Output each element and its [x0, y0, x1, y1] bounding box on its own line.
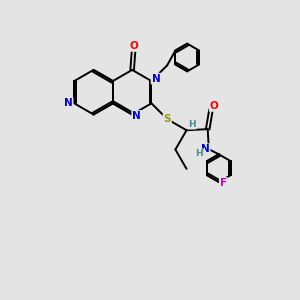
Text: N: N — [201, 144, 210, 154]
Text: O: O — [210, 101, 218, 111]
Text: N: N — [152, 74, 160, 84]
Text: S: S — [164, 114, 171, 124]
Text: O: O — [129, 41, 138, 51]
Text: N: N — [132, 111, 141, 121]
Text: H: H — [196, 149, 203, 158]
Text: F: F — [220, 178, 227, 188]
Text: H: H — [188, 120, 196, 129]
Text: N: N — [64, 98, 73, 108]
